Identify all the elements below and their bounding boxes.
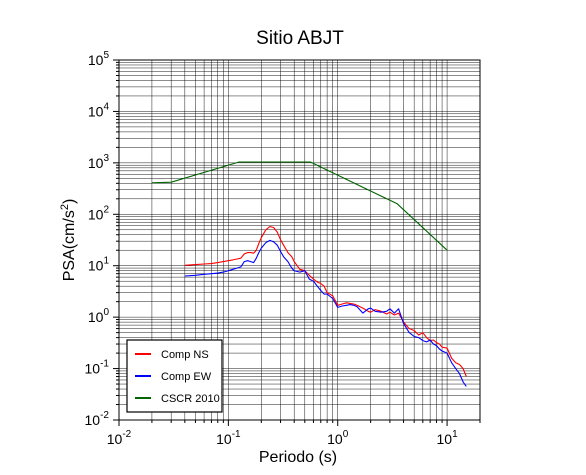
axis-ticks [113, 59, 481, 426]
x-tick-label-exponent: -1 [232, 429, 241, 440]
y-tick-label-base: 10 [88, 309, 104, 325]
x-tick-label-exponent: 1 [452, 429, 458, 440]
legend-label-comp-ew: Comp EW [161, 371, 212, 383]
y-tick-label: 101 [88, 256, 110, 274]
chart-title: Sitio ABJT [256, 28, 344, 49]
series-line-comp-ew [184, 239, 467, 387]
y-tick-label: 100 [88, 307, 110, 325]
grid-lines [118, 59, 481, 421]
plot-frame [118, 59, 481, 421]
y-tick-label-base: 10 [85, 412, 101, 428]
y-tick-label-base: 10 [88, 52, 104, 68]
y-tick-label-exponent: 3 [103, 153, 109, 164]
y-axis-label-exponent: 2 [59, 204, 71, 210]
y-tick-label: 102 [88, 204, 110, 222]
y-axis-label: PSA(cm/s2) [59, 199, 78, 282]
y-tick-label-exponent: -1 [100, 359, 109, 370]
y-tick-label-exponent: 4 [103, 101, 109, 112]
y-tick-label: 103 [88, 153, 110, 171]
y-tick-label-base: 10 [88, 103, 104, 119]
x-tick-label-base: 10 [216, 431, 232, 447]
legend: Comp NS Comp EW CSCR 2010 [126, 339, 223, 413]
x-tick-label-exponent: 0 [343, 429, 349, 440]
y-tick-label-base: 10 [88, 258, 104, 274]
y-tick-label-exponent: -2 [100, 410, 109, 421]
series-line-comp-ns [184, 225, 467, 377]
y-tick-label-exponent: 0 [103, 307, 109, 318]
x-tick-label-base: 10 [327, 431, 343, 447]
x-tick-label-base: 10 [437, 431, 453, 447]
y-tick-label-base: 10 [88, 206, 104, 222]
y-tick-label-base: 10 [85, 361, 101, 377]
y-axis-label-tail: ) [61, 199, 78, 204]
y-tick-label-exponent: 1 [103, 256, 109, 267]
x-tick-label: 101 [437, 429, 459, 447]
y-tick-label-exponent: 5 [103, 50, 109, 61]
legend-label-comp-ns: Comp NS [161, 349, 209, 361]
y-tick-label: 10-1 [85, 359, 110, 377]
series-lines [151, 161, 467, 387]
x-tick-label: 10-2 [107, 429, 132, 447]
y-tick-label-base: 10 [88, 155, 104, 171]
y-axis-label-base: PSA(cm/s [61, 210, 78, 281]
y-tick-label: 104 [88, 101, 110, 119]
y-tick-label-exponent: 2 [103, 204, 109, 215]
x-tick-label: 10-1 [216, 429, 241, 447]
x-axis-label: Periodo (s) [259, 449, 337, 466]
series-line-cscr-2010 [151, 161, 448, 251]
y-tick-label: 105 [88, 50, 110, 68]
x-tick-label-exponent: -2 [122, 429, 131, 440]
legend-label-cscr-2010: CSCR 2010 [161, 393, 220, 405]
y-tick-label: 10-2 [85, 410, 110, 428]
x-tick-label-base: 10 [107, 431, 123, 447]
x-tick-label: 100 [327, 429, 349, 447]
